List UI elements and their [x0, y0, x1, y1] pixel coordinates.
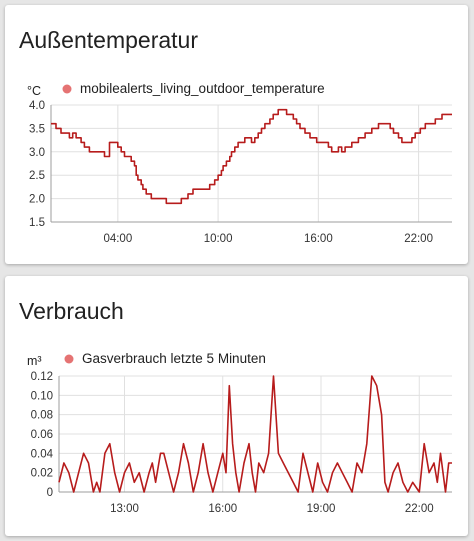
x-tick-label: 19:00 [307, 503, 336, 515]
temperature-chart[interactable]: 1.5 2.0 2.5 3.0 3.5 4.0 04:00 10:00 16:00 22:00 °C… [5, 5, 468, 264]
x-tick-label: 22:00 [404, 233, 433, 245]
y-tick-label: 2.0 [29, 194, 45, 206]
x-tick-label: 22:00 [405, 503, 434, 515]
x-tick-label: 13:00 [110, 503, 139, 515]
legend-label: Gasverbrauch letzte 5 Minuten [82, 351, 266, 366]
y-tick-label: 3.0 [29, 147, 45, 159]
consumption-card: Verbrauch 0 0.02 0.04 0.06 0.08 0.10 0.12 13:00… [5, 276, 468, 536]
y-tick-label: 0.04 [31, 448, 54, 460]
legend-marker [62, 84, 72, 94]
x-tick-label: 16:00 [208, 503, 237, 515]
card-title: Außentemperatur [19, 27, 198, 53]
y-tick-label: 4.0 [29, 100, 45, 112]
y-tick-label: 0.06 [31, 429, 53, 441]
card-title: Verbrauch [19, 298, 124, 324]
y-tick-label: 1.5 [29, 217, 45, 229]
series-line [58, 375, 452, 493]
legend-label: mobilealerts_living_outdoor_temperature [80, 81, 325, 96]
axis-unit-label: m³ [27, 354, 42, 368]
temperature-card: Außentemperatur 1.5 2.0 2.5 3.0 3.5 4.0 04:00 1… [5, 5, 468, 264]
y-tick-label: 0.08 [31, 410, 53, 422]
y-tick-label: 0.12 [31, 371, 53, 383]
x-tick-label: 16:00 [304, 233, 333, 245]
y-tick-label: 3.5 [29, 123, 45, 135]
x-tick-label: 04:00 [103, 233, 132, 245]
consumption-chart[interactable]: 0 0.02 0.04 0.06 0.08 0.10 0.12 13:00 16:00 19:00… [5, 276, 468, 536]
series-line [51, 108, 452, 205]
legend-marker [64, 354, 74, 364]
axis-unit-label: °C [27, 84, 41, 98]
y-tick-label: 0.10 [31, 390, 53, 402]
y-tick-label: 2.5 [29, 170, 45, 182]
y-tick-label: 0.02 [31, 468, 53, 480]
x-tick-label: 10:00 [204, 233, 233, 245]
y-tick-label: 0 [47, 487, 53, 499]
